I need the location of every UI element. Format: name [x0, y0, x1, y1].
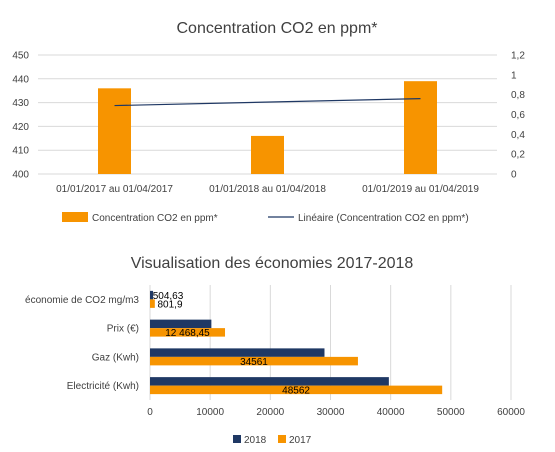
y-left-tick-label: 410 [12, 146, 29, 157]
chart1-left-axis: 400 410 420 430 440 450 [12, 51, 29, 181]
x-category-label: 01/01/2017 au 01/04/2017 [56, 184, 173, 195]
data-label-2018: 504,63 [153, 291, 184, 302]
bar-2018-gaz-kwh [150, 348, 325, 357]
bar-3 [404, 81, 437, 174]
bar-2017-conomie-de-co2-mg-m3 [150, 299, 155, 308]
legend-label-2018: 2018 [244, 435, 267, 446]
chart1-trendline-group [114, 98, 421, 107]
chart2-value-axis: 0 10000 20000 30000 40000 50000 60000 [147, 407, 525, 418]
legend-swatch-2017 [278, 435, 286, 443]
x-tick-label: 0 [147, 407, 153, 418]
chart1-legend: Concentration CO2 en ppm* Linéaire (Conc… [62, 212, 469, 224]
chart2-bars [150, 290, 443, 395]
y-left-tick-label: 450 [12, 51, 29, 62]
bar-2017-prix [150, 328, 226, 337]
chart2-legend: 2018 2017 [233, 435, 312, 446]
y-left-tick-label: 400 [12, 170, 29, 181]
chart1-right-axis: 0 0,2 0,4 0,6 0,8 1 1,2 [511, 51, 525, 181]
chart2-title: Visualisation des économies 2017-2018 [131, 255, 414, 272]
trendline [114, 98, 421, 107]
y-category-label: économie de CO2 mg/m3 [25, 295, 139, 306]
y-left-tick-label: 430 [12, 98, 29, 109]
y-right-tick-label: 1 [511, 70, 517, 81]
y-category-label: Prix (€) [107, 324, 139, 335]
legend-label-2017: 2017 [289, 435, 312, 446]
bar-2017-gaz-kwh [150, 356, 358, 366]
y-left-tick-label: 420 [12, 122, 29, 133]
bar-1 [98, 88, 131, 174]
legend-label-trendline: Linéaire (Concentration CO2 en ppm*) [298, 213, 469, 224]
x-tick-label: 30000 [317, 407, 345, 418]
y-category-label: Electricité (Kwh) [67, 381, 139, 392]
data-label-2017: 12 468,45 [165, 328, 210, 339]
x-tick-label: 40000 [377, 407, 405, 418]
y-right-tick-label: 0,2 [511, 150, 525, 161]
legend-swatch-2018 [233, 435, 241, 443]
y-left-tick-label: 440 [12, 74, 29, 85]
data-label-2017: 48562 [282, 386, 310, 397]
data-label-2017: 801,9 [157, 299, 182, 310]
x-tick-label: 60000 [497, 407, 525, 418]
chart2-category-axis: économie de CO2 mg/m3 Prix (€) Gaz (Kwh) El… [25, 295, 139, 392]
y-right-tick-label: 0 [511, 170, 517, 181]
bar-2018-conomie-de-co2-mg-m3 [150, 290, 154, 300]
x-tick-label: 10000 [196, 407, 224, 418]
x-tick-label: 50000 [437, 407, 465, 418]
bar-2017-electricit-kwh [150, 385, 443, 395]
bar-2018-prix [150, 319, 212, 329]
chart1-bars [98, 81, 437, 174]
y-category-label: Gaz (Kwh) [92, 352, 139, 363]
y-right-tick-label: 0,6 [511, 110, 525, 121]
legend-swatch-concentration [62, 212, 88, 222]
co2-concentration-chart: Concentration CO2 en ppm* 400 410 420 430 44… [12, 20, 525, 224]
data-label-2017: 34561 [240, 357, 268, 368]
y-right-tick-label: 0,8 [511, 90, 525, 101]
bar-2 [251, 135, 284, 174]
y-right-tick-label: 0,4 [511, 130, 525, 141]
bar-2018-electricit-kwh [150, 377, 389, 386]
chart1-title: Concentration CO2 en ppm* [177, 20, 378, 37]
x-category-label: 01/01/2019 au 01/04/2019 [362, 184, 479, 195]
y-right-tick-label: 1,2 [511, 51, 525, 62]
x-tick-label: 20000 [256, 407, 284, 418]
chart1-category-axis: 01/01/2017 au 01/04/2017 01/01/2018 au 01… [56, 184, 479, 195]
x-category-label: 01/01/2018 au 01/04/2018 [209, 184, 326, 195]
savings-chart: Visualisation des économies 2017-2018 50… [25, 255, 525, 446]
legend-label-concentration: Concentration CO2 en ppm* [92, 213, 218, 224]
